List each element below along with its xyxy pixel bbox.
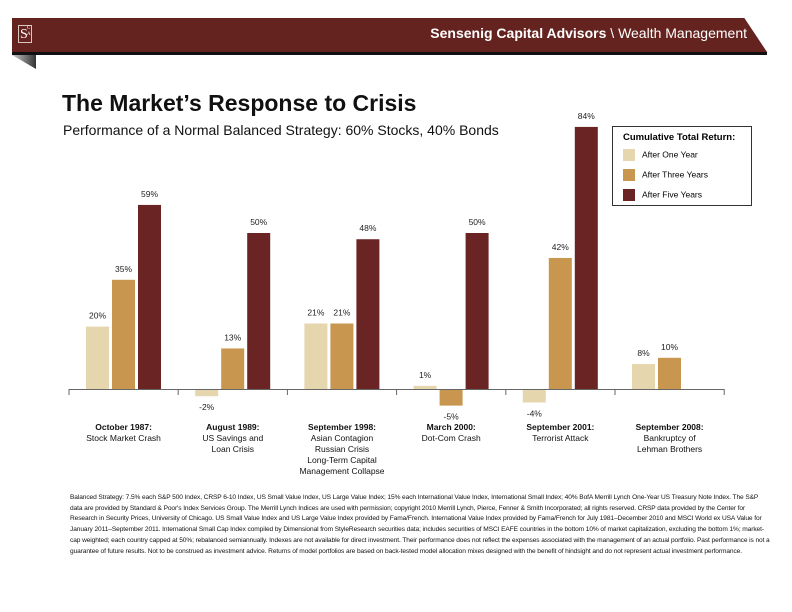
- data-label: 21%: [307, 307, 324, 317]
- data-label: 50%: [250, 217, 267, 227]
- legend-swatch: [623, 169, 635, 181]
- category-description: Dot-Com Crash: [421, 433, 481, 443]
- category-label: October 1987: Stock Market Crash: [64, 422, 184, 444]
- data-label: 20%: [89, 311, 106, 321]
- category-label: September 2001: Terrorist Attack: [500, 422, 620, 444]
- bar: [304, 323, 328, 389]
- data-label: 10%: [661, 342, 678, 352]
- data-label: 59%: [141, 189, 158, 199]
- chart-subtitle: Performance of a Normal Balanced Strateg…: [63, 122, 499, 138]
- category-label: September 1998: Asian Contagion Russian Cr…: [282, 422, 402, 477]
- bar: [465, 233, 489, 389]
- data-label: 21%: [333, 307, 350, 317]
- bar: [86, 326, 109, 389]
- data-label: 13%: [224, 332, 241, 342]
- brand-name: Sensenig Capital Advisors: [430, 25, 607, 41]
- bar: [658, 357, 681, 389]
- bar: [247, 233, 271, 389]
- data-label: -4%: [527, 408, 543, 418]
- bar: [112, 279, 135, 389]
- category-description: US Savings and: [202, 433, 264, 443]
- category-title: September 2001:: [526, 422, 595, 432]
- legend-item-one-year: After One Year: [623, 149, 698, 161]
- data-label: 8%: [637, 348, 650, 358]
- chart-title: The Market’s Response to Crisis: [62, 90, 417, 116]
- legend: Cumulative Total Return: After One Year …: [612, 126, 752, 206]
- category-description: Stock Market Crash: [86, 433, 161, 443]
- category-title: September 1998:: [307, 422, 377, 432]
- legend-title: Cumulative Total Return:: [623, 132, 736, 143]
- legend-swatch: [623, 189, 635, 201]
- data-label: 84%: [578, 111, 595, 121]
- bar: [413, 385, 437, 389]
- bar: [195, 390, 219, 397]
- bar: [221, 348, 245, 389]
- bar: [574, 126, 598, 390]
- category-description: Bankruptcy of: [643, 433, 696, 443]
- data-label: 48%: [359, 223, 376, 233]
- brand-division: Wealth Management: [618, 25, 747, 41]
- category-title: March 2000:: [426, 422, 476, 432]
- footnote: Balanced Strategy: 7.5% each S&P 500 Ind…: [70, 494, 770, 555]
- category-description: Asian Contagion: [310, 433, 374, 443]
- category-title: August 1989:: [206, 422, 260, 432]
- category-description: Management Collapse: [299, 466, 385, 476]
- category-description: Loan Crisis: [211, 444, 255, 454]
- legend-label: After Three Years: [642, 169, 708, 180]
- category-description: Long-Term Capital: [307, 455, 377, 465]
- category-description: Russian Crisis: [314, 444, 370, 454]
- bar: [356, 239, 380, 389]
- data-label: -5%: [444, 412, 460, 422]
- bar: [439, 390, 463, 406]
- data-label: 42%: [552, 242, 569, 252]
- data-label: -2%: [199, 402, 215, 412]
- bar: [632, 364, 655, 389]
- brand-separator: \: [610, 25, 615, 41]
- header-underline: [12, 52, 767, 55]
- category-label: September 2008: Bankruptcy of Lehman Broth…: [610, 422, 730, 455]
- header-band: [12, 18, 767, 52]
- data-label: 50%: [469, 217, 486, 227]
- category-title: October 1987:: [95, 422, 152, 432]
- bar: [548, 257, 572, 389]
- bar: [138, 204, 161, 389]
- legend-label: After One Year: [642, 149, 698, 160]
- data-label: 35%: [115, 264, 132, 274]
- legend-label: After Five Years: [642, 189, 703, 200]
- legend-swatch: [623, 149, 635, 161]
- legend-item-five-years: After Five Years: [623, 189, 702, 201]
- category-label: March 2000: Dot-Com Crash: [391, 422, 511, 444]
- bar: [522, 390, 546, 403]
- legend-item-three-years: After Three Years: [623, 169, 708, 181]
- category-description: Lehman Brothers: [636, 444, 703, 454]
- category-title: September 2008:: [635, 422, 704, 432]
- data-label: 1%: [419, 370, 432, 380]
- category-description: Terrorist Attack: [532, 433, 589, 443]
- category-label: August 1989: US Savings and Loan Crisis: [173, 422, 293, 455]
- bar: [330, 323, 354, 389]
- brand-header: Sensenig Capital Advisors \ Wealth Manag…: [430, 25, 747, 41]
